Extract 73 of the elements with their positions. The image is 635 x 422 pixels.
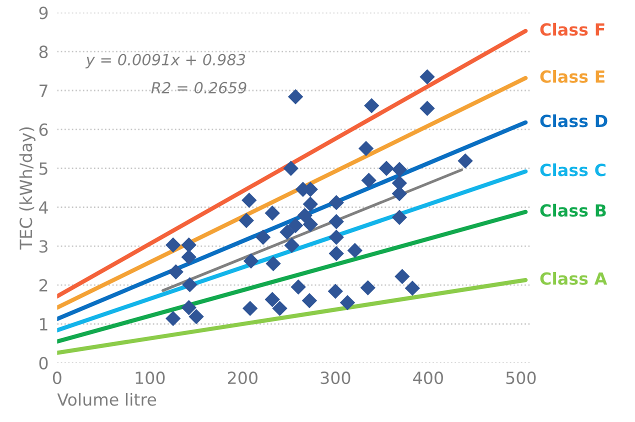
series-label: Class C: [540, 163, 606, 176]
y-tick-label: 5: [40, 162, 48, 175]
point: [280, 224, 295, 240]
y-tick-label: 1: [40, 318, 48, 330]
point: [284, 238, 300, 253]
point: [358, 140, 374, 156]
y-axis-title: TEC (kWh/day): [19, 127, 36, 250]
x-tick-label: 500: [506, 372, 536, 384]
point: [378, 160, 394, 176]
point: [361, 172, 376, 188]
point: [181, 237, 196, 253]
y-tick-label: 0: [39, 356, 48, 370]
point: [242, 300, 258, 316]
point: [328, 194, 344, 210]
y-tick-label: 6: [39, 123, 48, 136]
point: [392, 210, 408, 225]
y-tick-label: 8: [39, 46, 48, 58]
x-tick-label: 0: [52, 372, 62, 384]
x-axis-title: Volume litre: [57, 392, 156, 406]
annotation: y = 0.0091x + 0.983: [85, 54, 246, 68]
y-tick-label: 7: [40, 84, 48, 97]
point: [394, 268, 410, 284]
point: [181, 300, 196, 316]
point: [328, 230, 344, 245]
point: [272, 300, 288, 316]
point: [364, 98, 380, 114]
y-tick-label: 4: [39, 201, 48, 214]
point: [283, 160, 299, 176]
point: [404, 280, 420, 296]
point: [290, 279, 306, 295]
point: [238, 212, 254, 228]
point: [288, 218, 304, 234]
series-label: Class D: [540, 114, 608, 128]
point: [264, 292, 280, 308]
point: [181, 249, 196, 265]
point: [420, 69, 435, 84]
point: [297, 208, 312, 224]
annotation: R2 = 0.2659: [151, 82, 246, 94]
point: [188, 309, 204, 324]
x-tick-label: 200: [228, 372, 258, 384]
point: [347, 242, 363, 258]
point: [328, 246, 344, 262]
point: [182, 277, 198, 292]
y-tick-label: 9: [39, 6, 48, 20]
point: [266, 256, 281, 272]
point: [392, 186, 408, 202]
point: [168, 264, 184, 280]
point: [328, 214, 344, 230]
point: [420, 100, 435, 116]
point: [242, 192, 257, 208]
point: [243, 253, 259, 269]
point: [392, 162, 408, 178]
point: [302, 216, 318, 232]
point: [255, 230, 271, 245]
point: [165, 310, 181, 326]
point: [458, 153, 473, 169]
point: [264, 205, 280, 221]
x-tick-label: 300: [320, 372, 350, 384]
point: [360, 280, 376, 296]
point: [302, 293, 318, 308]
point: [328, 284, 344, 299]
point: [302, 196, 318, 212]
point: [288, 89, 304, 104]
series-label: Class E: [540, 70, 604, 83]
y-tick-label: 2: [39, 279, 48, 292]
series-label: Class A: [540, 272, 608, 285]
series-label: Class F: [540, 22, 604, 36]
point: [165, 237, 181, 253]
x-tick-label: 400: [413, 372, 443, 384]
point: [340, 294, 356, 310]
x-tick-label: 100: [136, 372, 165, 384]
series-label: Class B: [540, 204, 606, 217]
y-tick-label: 3: [39, 240, 48, 253]
